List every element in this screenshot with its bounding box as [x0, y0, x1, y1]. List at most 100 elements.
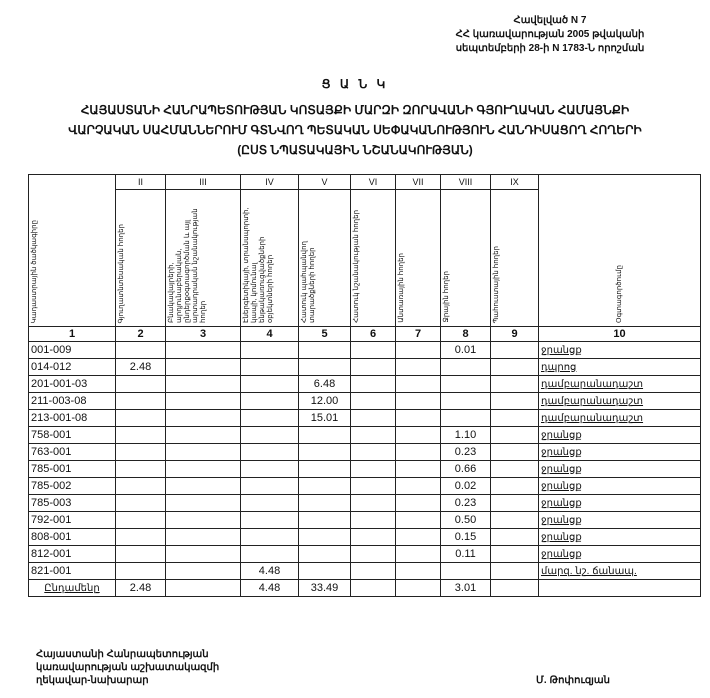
land-use: դպրոց [538, 358, 701, 376]
cadastral-code: 201-001-03 [28, 375, 116, 393]
area-cell [298, 562, 351, 580]
total-cell [490, 579, 539, 597]
area-cell [490, 426, 539, 444]
column-number: 7 [395, 326, 441, 342]
area-cell [395, 375, 441, 393]
cadastral-code: 211-003-08 [28, 392, 116, 410]
area-cell [395, 358, 441, 376]
area-cell [490, 443, 539, 461]
area-cell: 4.48 [240, 562, 299, 580]
column-number: 4 [240, 326, 299, 342]
area-cell [115, 443, 166, 461]
area-cell [350, 511, 396, 529]
area-cell [298, 511, 351, 529]
area-cell: 0.02 [440, 477, 491, 495]
area-cell [165, 562, 241, 580]
header-text: Անտառային հողեր [398, 253, 405, 323]
area-cell [165, 341, 241, 359]
area-cell [298, 477, 351, 495]
cadastral-code: 812-001 [28, 545, 116, 563]
cadastral-code: 758-001 [28, 426, 116, 444]
area-cell [165, 443, 241, 461]
area-cell [395, 443, 441, 461]
roman-numeral: VIII [440, 174, 491, 190]
area-cell: 0.15 [440, 528, 491, 546]
area-cell [490, 409, 539, 427]
header-text: Պահուստային հողեր [493, 245, 500, 323]
roman-numeral: III [165, 174, 241, 190]
roman-numeral: II [115, 174, 166, 190]
area-cell [115, 375, 166, 393]
roman-numeral: VII [395, 174, 441, 190]
area-cell [115, 409, 166, 427]
header-text: Հատուկ նշանակության հողեր [353, 210, 360, 323]
table-row: 785-003 0.23 ջրանցք [28, 494, 701, 512]
area-cell [165, 511, 241, 529]
header-text: Ջրային հողեր [443, 271, 450, 323]
area-cell [165, 426, 241, 444]
area-cell [395, 528, 441, 546]
land-use: ջրանցք [538, 426, 701, 444]
area-cell [350, 443, 396, 461]
subtitle-line: ՎԱՐՉԱԿԱՆ ՍԱՀՄԱՆՆԵՐՈՒՄ ԳՏՆՎՈՂ ՊԵՏԱԿԱՆ ՍԵՓ… [68, 123, 642, 137]
land-use: ջրանցք [538, 477, 701, 495]
header-col-9: Պահուստային հողեր [490, 189, 539, 327]
area-cell [240, 341, 299, 359]
column-number: 9 [490, 326, 539, 342]
area-cell [440, 375, 491, 393]
land-use: ջրանցք [538, 545, 701, 563]
table-row: 812-001 0.11 ջրանցք [28, 545, 701, 563]
area-cell [115, 341, 166, 359]
column-number: 1 [28, 326, 116, 342]
table-row: 001-009 0.01 ջրանցք [28, 341, 701, 359]
land-table: Կադաստրային ծածկագիրը II III IV V VI VII VIII IX… [28, 174, 701, 597]
header-col-3: Բնակավայրերի, արդյունաբերական, ընդերքօգտ… [165, 189, 241, 327]
position-line: ղեկավար-նախարար [36, 675, 149, 686]
land-use: ջրանցք [538, 494, 701, 512]
area-cell [298, 341, 351, 359]
area-cell [490, 477, 539, 495]
header-col-4: Էներգետիկայի, տրանսպորտի, կապի, կոմունալ… [240, 189, 299, 327]
document-title: Ց Ա Ն Կ [321, 77, 389, 91]
area-cell [115, 511, 166, 529]
area-cell [490, 375, 539, 393]
area-cell [350, 494, 396, 512]
column-number: 10 [538, 326, 701, 342]
area-cell [440, 562, 491, 580]
area-cell: 12.00 [298, 392, 351, 410]
area-cell [165, 477, 241, 495]
land-use: ջրանցք [538, 511, 701, 529]
total-cell: 4.48 [240, 579, 299, 597]
header-col-10: Օգտագործումը [538, 174, 701, 327]
area-cell [298, 528, 351, 546]
table-row: 821-001 4.48 մարզ. նշ. ճանապ. [28, 562, 701, 580]
area-cell [240, 392, 299, 410]
area-cell [350, 341, 396, 359]
roman-numeral: V [298, 174, 351, 190]
area-cell [115, 477, 166, 495]
land-use: դամբարանադաշտ [538, 392, 701, 410]
total-cell [395, 579, 441, 597]
area-cell [440, 409, 491, 427]
header-text: Օգտագործումը [615, 265, 623, 323]
area-cell [240, 460, 299, 478]
area-cell [490, 545, 539, 563]
roman-numeral: VI [350, 174, 396, 190]
land-use: ջրանցք [538, 460, 701, 478]
area-cell [350, 409, 396, 427]
area-cell: 0.23 [440, 494, 491, 512]
header-text: Կադաստրային ծածկագիրը [31, 219, 38, 323]
column-number: 8 [440, 326, 491, 342]
subtitle-line: ՀԱՅԱՍՏԱՆԻ ՀԱՆՐԱՊԵՏՈՒԹՅԱՆ ԿՈՏԱՅՔԻ ՄԱՐԶԻ Զ… [80, 103, 630, 117]
appendix-line: սեպտեմբերի 28-ի N 1783-Ն որոշման [455, 43, 645, 54]
signatory-position: Հայաստանի Հանրապետության կառավարության ա… [36, 648, 219, 687]
area-cell [490, 528, 539, 546]
area-cell [395, 460, 441, 478]
area-cell [298, 426, 351, 444]
area-cell [115, 545, 166, 563]
total-cell [165, 579, 241, 597]
area-cell [115, 562, 166, 580]
table-row: 808-001 0.15 ջրանցք [28, 528, 701, 546]
document-subtitle: ՀԱՅԱՍՏԱՆԻ ՀԱՆՐԱՊԵՏՈՒԹՅԱՆ ԿՈՏԱՅՔԻ ՄԱՐԶԻ Զ… [0, 100, 710, 160]
header-col-8: Ջրային հողեր [440, 189, 491, 327]
